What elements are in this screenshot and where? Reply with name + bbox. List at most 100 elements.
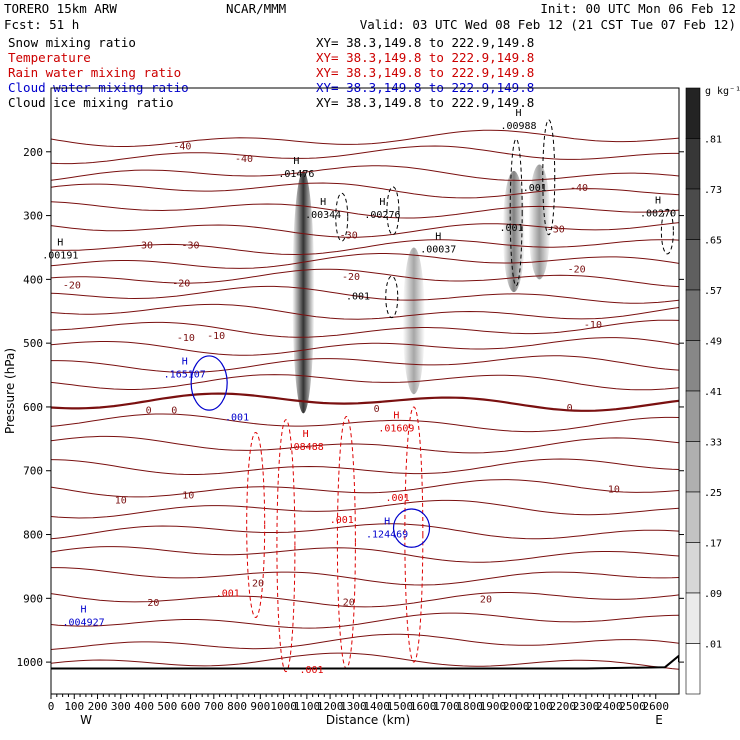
snow-column (402, 247, 425, 395)
isotherm-label: 20 (480, 594, 492, 605)
x-tick-label: 1800 (456, 700, 483, 713)
colorbar-swatch (685, 592, 701, 644)
x-tick-label: 1400 (363, 700, 390, 713)
isotherm (51, 222, 679, 238)
isotherm (51, 612, 679, 629)
isotherm-label: -30 (135, 240, 153, 251)
x-tick-label: 2600 (642, 700, 669, 713)
maximum-value-label: .004927 (62, 617, 104, 628)
isotherm-label: 20 (147, 598, 159, 609)
isotherm (51, 182, 679, 199)
colorbar-level-label: .01 (704, 640, 722, 651)
isotherm (51, 633, 679, 650)
isotherm-label: 10 (608, 485, 620, 496)
maximum-value-label: .00191 (42, 251, 78, 262)
x-tick-label: 600 (181, 700, 201, 713)
plot-area (51, 119, 679, 673)
ice-contour (335, 192, 349, 242)
isotherm (51, 479, 679, 498)
model-title: TORERO 15km ARW (4, 1, 117, 16)
maximum-h-marker: H (515, 108, 521, 119)
colorbar-level-label: .81 (704, 135, 722, 146)
colorbar-swatch (685, 643, 701, 695)
isotherm (51, 435, 679, 454)
colorbar-swatch (685, 390, 701, 442)
isotherm (51, 239, 679, 256)
maximum-h-marker: H (303, 429, 309, 440)
x-tick-label: 1100 (294, 700, 321, 713)
y-tick-label: 800 (23, 529, 43, 542)
x-tick-label: 1900 (480, 700, 507, 713)
isotherm (51, 285, 679, 304)
plot-frame (50, 87, 680, 695)
isotherm-label: -40 (570, 183, 588, 194)
cloud-water-contour (190, 355, 228, 411)
isotherm (51, 592, 679, 608)
x-tick-label: 500 (157, 700, 177, 713)
x-tick-label: 2000 (503, 700, 530, 713)
maximum-h-marker: H (320, 197, 326, 208)
x-axis-west-label: W (80, 713, 92, 727)
maximum-h-marker: H (57, 238, 63, 249)
hydrometeor-contours (190, 119, 674, 673)
maximum-value-label: .00037 (420, 244, 456, 255)
colorbar-swatch (685, 188, 701, 240)
y-tick-label: 600 (23, 401, 43, 414)
isotherm-label: 0 (567, 403, 573, 414)
isotherm (51, 129, 679, 147)
ground-line (51, 654, 679, 670)
ice-contour (660, 208, 674, 255)
rain-contour (404, 406, 424, 663)
maximum-h-marker: H (81, 604, 87, 615)
isotherm (51, 268, 679, 288)
x-axis-east-label: E (655, 713, 663, 727)
isotherm-label: -40 (235, 154, 253, 165)
isotherm-label: -10 (177, 333, 195, 344)
isotherm-label: 0 (171, 405, 177, 416)
maximum-h-marker: H (655, 196, 661, 207)
colorbar-level-label: .25 (704, 488, 722, 499)
contour-value-label: .001 (346, 291, 370, 302)
colorbar-swatch (685, 542, 701, 594)
isotherm-label: -30 (182, 240, 200, 251)
isotherm-label: -10 (584, 320, 602, 331)
x-tick-label: 300 (111, 700, 131, 713)
isotherm (51, 374, 679, 391)
field-label-cloud-ice: Cloud ice mixing ratio (8, 95, 174, 110)
contour-value-label: .001 (330, 515, 354, 526)
isotherm (51, 458, 679, 475)
maximum-h-marker: H (393, 411, 399, 422)
snow-column (528, 164, 551, 280)
terrain-line (51, 654, 679, 670)
colorbar-level-label: .17 (704, 539, 722, 550)
field-xy-temperature: XY= 38.3,149.8 to 222.9,149.8 (316, 50, 534, 65)
isotherm (51, 145, 679, 165)
maximum-h-marker: H (435, 231, 441, 242)
y-axis-label: Pressure (hPa) (3, 348, 17, 434)
colorbar-unit: g kg⁻¹ (705, 86, 740, 97)
colorbar: .01 .09 .17 .25 .33 .41 .49 .57 .65 .73 .81 (685, 87, 722, 695)
contour-value-label: .001 (499, 223, 523, 234)
maximum-value-label: .01609 (378, 424, 414, 435)
isotherm-label: -30 (340, 231, 358, 242)
ice-contour (542, 119, 556, 236)
isotherm-label: -10 (207, 331, 225, 342)
ice-contour (385, 275, 399, 319)
isotherm (51, 499, 679, 519)
x-tick-label: 800 (227, 700, 247, 713)
colorbar-swatch (685, 87, 701, 139)
cloud-water-contour (392, 508, 431, 548)
colorbar-swatch (685, 239, 701, 291)
rain-contour (276, 419, 296, 673)
axes: 0 100 200 300 400 500 600 700 800 900 100011001200… (17, 146, 684, 713)
isotherm-label: -20 (63, 280, 81, 291)
x-tick-label: 1300 (340, 700, 367, 713)
y-tick-label: 400 (23, 273, 43, 286)
x-tick-label: 100 (64, 700, 84, 713)
x-axis-label: Distance (km) (326, 713, 410, 727)
isotherm (51, 201, 679, 219)
x-tick-label: 2200 (549, 700, 576, 713)
contour-labels: -40 -40 -40 -30 -30 -30 -30 -20 -20 -20 -20 -10 -10 -… (42, 108, 676, 676)
isotherm-label: -20 (342, 272, 360, 283)
freezing-level-isotherm (51, 392, 679, 412)
